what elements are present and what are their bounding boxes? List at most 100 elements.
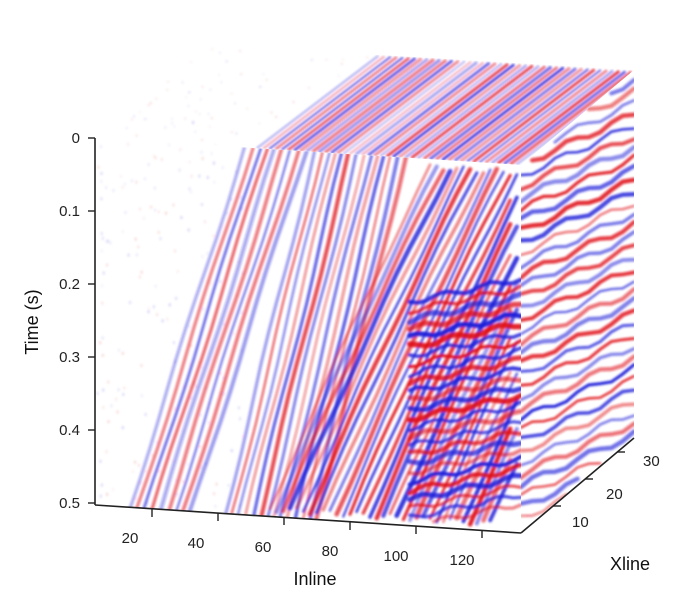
seismic-event-line: [521, 374, 634, 429]
seismic-event-line: [521, 354, 634, 414]
noise-speck: [173, 249, 176, 253]
noise-speck: [112, 488, 115, 492]
noise-speck: [204, 220, 207, 224]
seismic-event-line: [521, 347, 634, 402]
inline-tick-label: 100: [383, 548, 408, 565]
noise-speck: [292, 101, 295, 104]
noise-speck: [106, 263, 109, 267]
seismic-event-line: [274, 56, 398, 151]
seismic-event-line: [278, 154, 374, 519]
noise-speck: [190, 60, 193, 63]
noise-speck: [100, 483, 103, 487]
seismic-reflection-line: [408, 338, 521, 369]
seismic-event-line: [521, 287, 634, 347]
noise-speck: [189, 385, 192, 389]
seismic-event-line: [490, 69, 614, 165]
noise-speck: [147, 104, 150, 107]
noise-speck: [182, 480, 185, 484]
xline-tick-label: 30: [643, 453, 660, 470]
noise-speck: [167, 80, 170, 83]
seismic-event-line: [521, 296, 634, 355]
noise-speck: [201, 157, 204, 161]
noise-speck: [149, 102, 152, 105]
noise-speck: [119, 174, 122, 178]
noise-speck: [127, 253, 130, 257]
inline-axis-line: [94, 504, 522, 534]
noise-speck: [200, 150, 203, 154]
noise-speck: [144, 413, 147, 417]
seismic-event-line: [381, 224, 520, 518]
noise-speck: [211, 48, 214, 51]
noise-speck: [138, 207, 141, 211]
seismic-event-line: [521, 323, 634, 373]
seismic-event-line: [181, 149, 301, 513]
seismic-reflection-line: [407, 332, 521, 359]
noise-speck: [275, 115, 278, 118]
seismic-event-line: [416, 65, 540, 160]
noise-speck: [192, 122, 195, 125]
seismic-reflection-line: [407, 366, 521, 393]
noise-speck: [221, 224, 224, 228]
seismic-event-line: [299, 57, 423, 153]
noise-speck: [209, 88, 212, 91]
seismic-event-line: [342, 170, 505, 518]
seismic-event-line: [521, 270, 634, 323]
noise-speck: [173, 125, 176, 128]
seismic-event-line: [348, 173, 512, 516]
seismic-event-line: [259, 152, 351, 518]
noise-speck: [222, 376, 225, 380]
noise-speck: [262, 72, 265, 75]
seismic-event-line: [521, 414, 634, 467]
noise-speck: [341, 58, 344, 61]
noise-speck: [227, 484, 230, 488]
seismic-event-line: [521, 402, 634, 453]
noise-speck: [200, 202, 203, 206]
seismic-reflection-line: [408, 400, 521, 433]
seismic-reflection-line: [432, 503, 521, 524]
noise-speck: [181, 81, 184, 84]
seismic-reflection-line: [407, 291, 521, 326]
noise-speck: [258, 122, 261, 125]
seismic-event-line: [354, 60, 479, 156]
noise-speck: [175, 296, 178, 300]
seismic-event-line: [256, 55, 379, 149]
noise-speck: [154, 156, 157, 160]
noise-speck: [116, 410, 119, 414]
noise-speck: [99, 459, 102, 463]
noise-speck: [110, 404, 113, 408]
noise-speck: [189, 344, 192, 348]
noise-speck: [210, 152, 213, 156]
noise-speck: [143, 216, 146, 220]
noise-speck: [189, 363, 192, 367]
seismic-reflection-line: [408, 484, 521, 508]
noise-speck: [259, 85, 262, 88]
seismic-event-line: [521, 429, 634, 490]
seismic-event-line: [244, 152, 337, 516]
seismic-event-line: [521, 137, 634, 192]
seismic-event-line: [368, 195, 519, 519]
noise-speck: [117, 388, 120, 392]
noise-speck: [223, 322, 226, 326]
seismic-event-line: [472, 68, 596, 164]
noise-speck: [140, 364, 143, 368]
noise-speck: [171, 122, 174, 125]
seismic-event-line: [224, 150, 316, 515]
noise-speck: [135, 134, 138, 137]
noise-speck: [123, 386, 126, 390]
seismic-event-line: [281, 56, 404, 151]
seismic-event-line: [404, 64, 528, 159]
noise-speck: [265, 78, 268, 81]
noise-speck: [240, 206, 243, 210]
seismic-event-line: [285, 154, 380, 519]
noise-speck: [130, 118, 133, 121]
seismic-event-line: [336, 59, 460, 155]
noise-speck: [188, 91, 191, 94]
seismic-event-line: [317, 58, 442, 154]
noise-speck: [165, 211, 168, 215]
noise-speck: [159, 237, 162, 241]
noise-speck: [176, 269, 179, 273]
seismic-event-line: [521, 476, 580, 506]
noise-speck: [100, 197, 103, 201]
noise-speck: [240, 73, 243, 76]
